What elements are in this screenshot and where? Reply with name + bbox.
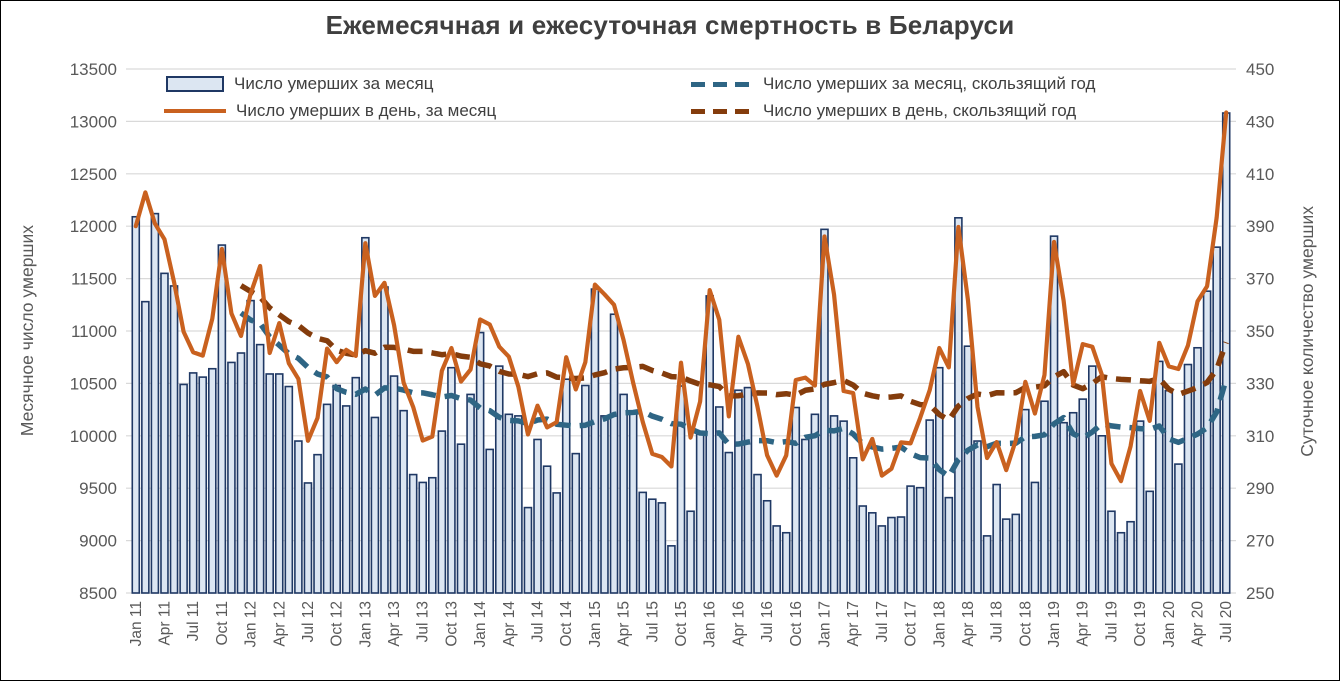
legend-swatch-bar <box>166 76 224 92</box>
line-rolling-year-daily <box>239 283 1229 423</box>
right-axis-title: Суточное количество умерших <box>1297 205 1317 457</box>
svg-text:370: 370 <box>1246 270 1274 289</box>
right-axis-tick-labels: 250 270 290 310 330 350 370 390 410 430 450 <box>1246 60 1274 603</box>
svg-text:Oct 16: Oct 16 <box>788 601 805 647</box>
legend-label: Число умерших в день, скользящий год <box>763 101 1077 120</box>
legend-label: Число умерших в день, за месяц <box>236 101 497 120</box>
svg-text:Jan 12: Jan 12 <box>243 601 260 648</box>
svg-text:12000: 12000 <box>70 217 117 236</box>
svg-text:Oct 11: Oct 11 <box>214 601 231 646</box>
svg-text:13500: 13500 <box>70 60 117 79</box>
svg-text:10500: 10500 <box>70 374 117 393</box>
svg-text:Jan 15: Jan 15 <box>587 601 604 648</box>
svg-text:250: 250 <box>1246 584 1274 603</box>
svg-text:Jan 18: Jan 18 <box>931 601 948 648</box>
svg-text:Jan 20: Jan 20 <box>1161 601 1178 648</box>
svg-text:Apr 12: Apr 12 <box>271 601 288 647</box>
bars-monthly-deaths <box>131 112 1231 594</box>
svg-text:Jan 16: Jan 16 <box>702 601 719 648</box>
legend-item-rolling-monthly: Число умерших за месяц, скользящий год <box>691 73 1095 95</box>
svg-text:Jan 11: Jan 11 <box>128 601 145 646</box>
svg-text:Apr 18: Apr 18 <box>960 601 977 647</box>
svg-text:Oct 17: Oct 17 <box>903 601 920 647</box>
line-daily-deaths <box>133 110 1229 484</box>
legend-swatch-brown-dashed-line <box>691 108 753 114</box>
svg-text:450: 450 <box>1246 60 1274 79</box>
svg-text:310: 310 <box>1246 427 1274 446</box>
svg-text:Oct 19: Oct 19 <box>1132 601 1149 647</box>
svg-text:Apr 13: Apr 13 <box>386 601 403 647</box>
legend-item-rolling-daily: Число умерших в день, скользящий год <box>691 100 1076 122</box>
svg-text:Jul 16: Jul 16 <box>759 601 776 642</box>
legend-swatch-blue-dashed-line <box>691 81 753 87</box>
legend-item-monthly-bars: Число умерших за месяц <box>166 73 433 95</box>
svg-text:Jul 17: Jul 17 <box>874 601 891 642</box>
svg-text:11500: 11500 <box>71 270 117 289</box>
svg-text:Apr 15: Apr 15 <box>616 601 633 647</box>
svg-text:Jul 12: Jul 12 <box>300 601 317 642</box>
svg-text:Jul 18: Jul 18 <box>989 601 1006 642</box>
svg-text:430: 430 <box>1246 112 1274 131</box>
svg-text:Jan 14: Jan 14 <box>472 601 489 648</box>
svg-text:290: 290 <box>1246 479 1274 498</box>
svg-text:Jul 11: Jul 11 <box>185 601 202 641</box>
legend-label: Число умерших за месяц, скользящий год <box>763 74 1096 93</box>
svg-text:Jul 15: Jul 15 <box>644 601 661 642</box>
svg-text:Oct 13: Oct 13 <box>443 601 460 647</box>
left-axis-title: Месячное число умерших <box>17 225 37 437</box>
svg-text:350: 350 <box>1246 322 1274 341</box>
svg-text:Apr 20: Apr 20 <box>1190 601 1207 647</box>
svg-text:Jul 19: Jul 19 <box>1103 601 1120 642</box>
svg-text:10000: 10000 <box>70 427 117 446</box>
svg-text:Jan 13: Jan 13 <box>357 601 374 648</box>
left-axis-tick-labels: 8500 9000 9500 10000 10500 11000 11500 12000 125… <box>70 60 117 603</box>
svg-text:Apr 16: Apr 16 <box>730 601 747 647</box>
svg-text:12500: 12500 <box>70 165 117 184</box>
svg-text:Jul 20: Jul 20 <box>1218 601 1235 643</box>
svg-text:Apr 17: Apr 17 <box>845 601 862 647</box>
svg-text:Oct 14: Oct 14 <box>558 601 575 647</box>
x-axis-tick-labels: Jan 11 Apr 11 Jul 11 Oct 11 Jan 12 Apr 12 Jul … <box>128 601 1235 648</box>
svg-text:330: 330 <box>1246 374 1274 393</box>
svg-text:Jul 14: Jul 14 <box>530 601 547 643</box>
svg-text:Jul 13: Jul 13 <box>415 601 432 642</box>
svg-text:13000: 13000 <box>70 112 117 131</box>
svg-text:Apr 11: Apr 11 <box>156 601 173 646</box>
svg-text:410: 410 <box>1246 165 1274 184</box>
svg-text:9500: 9500 <box>79 479 117 498</box>
legend-item-daily-line: Число умерших в день, за месяц <box>164 100 496 122</box>
legend-label: Число умерших за месяц <box>234 74 434 93</box>
svg-text:Jan 19: Jan 19 <box>1046 601 1063 648</box>
svg-text:Oct 18: Oct 18 <box>1017 601 1034 647</box>
svg-text:Jan 17: Jan 17 <box>816 601 833 648</box>
legend-swatch-orange-line <box>164 109 226 113</box>
svg-text:Apr 19: Apr 19 <box>1075 601 1092 647</box>
svg-text:270: 270 <box>1246 532 1274 551</box>
chart-title: Ежемесячная и ежесуточная смертность в Б… <box>325 10 1015 40</box>
svg-text:8500: 8500 <box>79 584 117 603</box>
svg-text:9000: 9000 <box>79 532 117 551</box>
svg-text:11000: 11000 <box>71 322 117 341</box>
svg-text:Oct 15: Oct 15 <box>673 601 690 647</box>
svg-text:390: 390 <box>1246 217 1274 236</box>
svg-text:Oct 12: Oct 12 <box>329 601 346 647</box>
svg-text:Apr 14: Apr 14 <box>501 601 518 647</box>
